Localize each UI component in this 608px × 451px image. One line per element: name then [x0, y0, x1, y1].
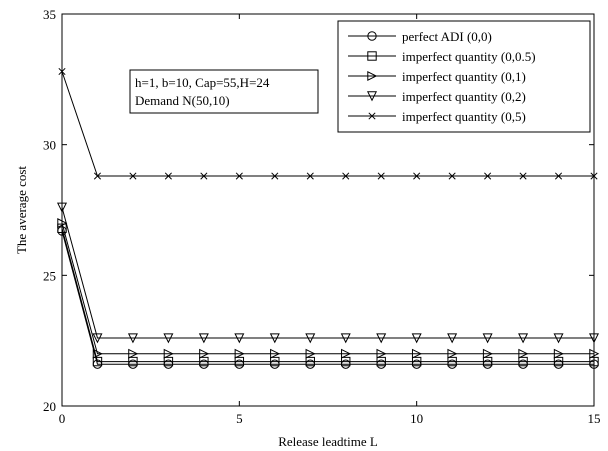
series-2-point — [92, 356, 103, 367]
series-5-point — [93, 172, 102, 180]
series-5-point — [129, 172, 137, 180]
annotation-line-1: h=1, b=10, Cap=55,H=24 — [135, 75, 270, 90]
series-4-point — [198, 333, 209, 344]
series-5-point — [164, 172, 172, 180]
legend-marker — [367, 51, 377, 61]
series-4-point — [482, 333, 493, 344]
series-4-point — [127, 333, 138, 344]
series-5-line — [61, 71, 594, 177]
series-4-point — [269, 333, 280, 344]
series-4-point — [163, 333, 174, 344]
legend-marker — [366, 91, 378, 102]
ticks-layer: 0 5 10 15 20 25 30 35 — [43, 7, 601, 426]
y-tick-label: 25 — [43, 268, 56, 283]
series-3-point — [128, 348, 139, 359]
annotation-border — [129, 69, 319, 114]
series-4-point — [234, 333, 245, 344]
series-3-point — [270, 348, 281, 359]
x-tick-label: 5 — [236, 411, 243, 426]
series-3-point — [447, 348, 458, 359]
y-tick-label: 30 — [43, 138, 56, 153]
plot-frame — [61, 13, 595, 407]
series-2-point — [270, 356, 280, 367]
series-3-point — [376, 348, 387, 359]
series-4-point — [518, 333, 529, 344]
series-5-point — [413, 172, 421, 180]
series-4-point — [411, 333, 422, 344]
series-3-point — [553, 348, 564, 359]
series-2-point — [163, 356, 174, 367]
series-4 — [56, 202, 600, 344]
series-4-point — [376, 333, 387, 344]
series-3-line — [61, 222, 594, 355]
series-3-point — [341, 348, 352, 359]
series-3-point — [518, 348, 529, 359]
series-2-point — [553, 356, 564, 367]
series-4-point — [305, 333, 316, 344]
series-2-point — [447, 356, 457, 367]
annotation-line-2: Demand N(50,10) — [135, 93, 230, 108]
series-2-point — [411, 356, 422, 367]
legend-label: imperfect quantity (0,0.5) — [402, 49, 536, 64]
series-3-point — [234, 348, 245, 359]
x-tick-label: 15 — [588, 411, 601, 426]
series-3-point — [482, 348, 493, 359]
y-axis-label: The average cost — [14, 166, 29, 254]
y-tick-label: 20 — [43, 399, 56, 414]
series-5-point — [235, 172, 243, 180]
series-5-point — [554, 172, 563, 180]
x-tick-label: 10 — [410, 411, 423, 426]
series-2-point — [199, 356, 209, 367]
series-2-line — [61, 228, 594, 363]
series-4-point — [340, 333, 351, 344]
series-3-point — [163, 348, 174, 359]
legend-item: imperfect quantity (0,1) — [348, 69, 526, 84]
y-tick-label: 35 — [43, 7, 56, 22]
series-5-point — [484, 172, 492, 180]
series-2 — [57, 223, 599, 367]
legend-marker — [367, 31, 377, 41]
series-5-point — [342, 172, 350, 180]
legend-label: imperfect quantity (0,5) — [402, 109, 526, 124]
legend-label: imperfect quantity (0,1) — [402, 69, 526, 84]
series-4-line — [61, 207, 594, 339]
series-5-point — [200, 172, 208, 180]
series-layer — [56, 67, 600, 369]
legend-label: perfect ADI (0,0) — [402, 29, 492, 44]
x-tick-label: 0 — [59, 411, 66, 426]
series-2-point — [341, 356, 351, 367]
legend: perfect ADI (0,0) imperfect quantity (0,0… — [337, 20, 591, 133]
legend-marker — [367, 70, 378, 82]
series-3-point — [199, 348, 210, 359]
series-2-point — [305, 356, 315, 367]
legend-item: imperfect quantity (0,0.5) — [348, 49, 536, 64]
series-1-line — [61, 230, 594, 365]
series-3-point — [411, 348, 422, 359]
series-4-point — [447, 333, 458, 344]
x-axis-label: Release leadtime L — [278, 434, 378, 449]
series-3-point — [305, 348, 316, 359]
series-2-point — [234, 356, 245, 367]
series-5-point — [306, 172, 314, 180]
series-4-point — [553, 333, 564, 344]
series-2-point — [482, 356, 493, 367]
legend-item: imperfect quantity (0,2) — [348, 89, 526, 104]
series-5-point — [519, 172, 527, 180]
series-5-point — [377, 172, 385, 180]
series-5-point — [448, 172, 456, 180]
series-3-point — [92, 348, 103, 359]
legend-item: perfect ADI (0,0) — [348, 29, 492, 44]
annotation-box: h=1, b=10, Cap=55,H=24 Demand N(50,10) — [129, 69, 319, 114]
series-4-point — [92, 333, 103, 344]
series-2-point — [128, 356, 138, 367]
legend-label: imperfect quantity (0,2) — [402, 89, 526, 104]
series-2-point — [518, 356, 528, 367]
series-5-point — [271, 172, 279, 180]
legend-item: imperfect quantity (0,5) — [348, 109, 526, 124]
legend-marker — [368, 112, 376, 120]
series-2-point — [376, 356, 386, 367]
